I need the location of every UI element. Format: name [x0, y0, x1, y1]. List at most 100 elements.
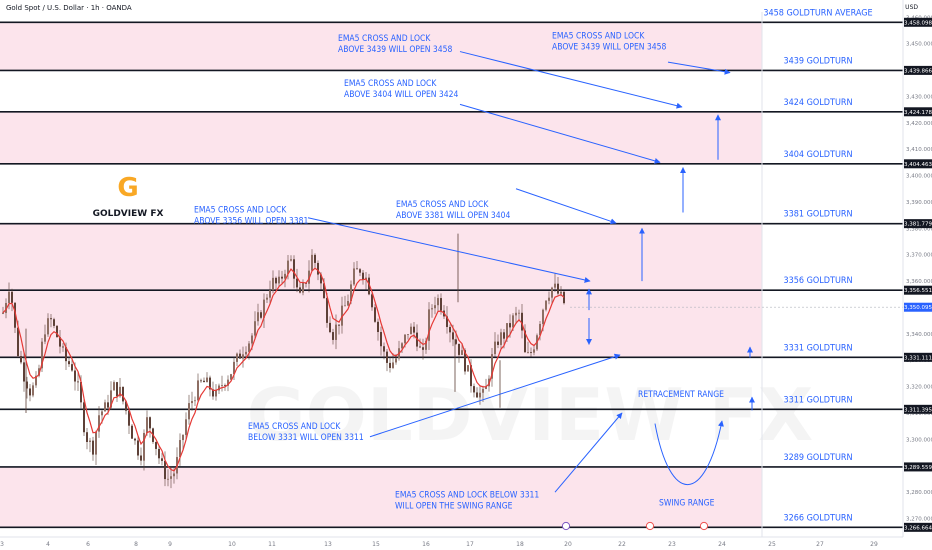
candle-body — [296, 278, 298, 288]
candle — [377, 318, 379, 341]
symbol-title: Gold Spot / U.S. Dollar · 1h · OANDA — [6, 4, 132, 12]
annotation-arrows — [307, 51, 755, 493]
candle-body — [494, 341, 496, 355]
candle-body — [482, 388, 484, 393]
candle-body — [119, 386, 121, 397]
candle — [515, 306, 517, 324]
candle-body — [62, 346, 64, 348]
annotation-2-line2: ABOVE 3404 WILL OPEN 3424 — [344, 90, 459, 100]
candle — [191, 391, 193, 411]
logo-text: GOLDVIEW FX — [93, 209, 164, 219]
goldview-logo: G GOLDVIEW FX — [93, 173, 164, 219]
candle-body — [32, 385, 34, 396]
annotation-0-line2: ABOVE 3439 WILL OPEN 3458 — [338, 45, 453, 55]
y-tick-12: 3,390.000 — [906, 200, 932, 206]
candle-body — [380, 332, 382, 347]
candle-body — [26, 381, 28, 389]
candle-body — [209, 377, 211, 390]
candle — [26, 376, 28, 399]
candle-body — [107, 402, 109, 408]
x-tick-2: 6 — [86, 541, 90, 548]
candle — [296, 268, 298, 293]
candle-body — [308, 270, 310, 284]
candle — [548, 291, 550, 305]
candle-body — [320, 274, 322, 284]
level-price-0: 3,458.098 — [904, 20, 932, 26]
x-tick-7: 13 — [324, 541, 332, 548]
candle — [77, 371, 79, 392]
candle-body — [329, 322, 331, 333]
candle — [155, 441, 157, 456]
candle — [494, 332, 496, 357]
candle-body — [155, 441, 157, 449]
candle-body — [35, 375, 37, 386]
candle — [68, 356, 70, 367]
candle — [125, 400, 127, 415]
candle — [62, 343, 64, 352]
y-tick-7: 3,340.000 — [906, 332, 932, 338]
candle — [533, 345, 535, 356]
candle-body — [20, 356, 22, 363]
candle-body — [347, 301, 349, 306]
candle-body — [74, 370, 76, 382]
candle-body — [113, 382, 115, 391]
candle-body — [140, 455, 142, 461]
candle — [530, 347, 532, 357]
annotation-7-line1: RETRACEMENT RANGE — [638, 390, 724, 400]
arrow-3439-right — [667, 61, 731, 75]
level-price-3: 3,404.463 — [904, 162, 932, 168]
level-name-9: 3266 GOLDTURN — [783, 513, 852, 523]
y-tick-1: 3,280.000 — [906, 490, 932, 496]
candle — [278, 270, 280, 287]
candle — [389, 356, 391, 373]
candle-body — [524, 330, 526, 353]
candle-body — [464, 350, 466, 372]
candle-body — [164, 460, 166, 480]
candle-body — [449, 327, 451, 333]
candle — [227, 375, 229, 392]
candle-body — [47, 318, 49, 335]
candle — [95, 430, 97, 466]
candle-body — [158, 448, 160, 459]
candle-body — [131, 425, 133, 439]
candle — [257, 303, 259, 326]
candle — [491, 347, 493, 387]
candle — [563, 291, 565, 305]
candle-body — [98, 415, 100, 432]
candle-body — [440, 298, 442, 311]
candle-body — [374, 307, 376, 322]
candle-body — [116, 382, 118, 397]
candle-body — [227, 379, 229, 386]
candle-body — [551, 287, 553, 298]
candle-body — [230, 374, 232, 380]
candle — [311, 249, 313, 272]
y-tick-3: 3,300.000 — [906, 437, 932, 443]
candle — [116, 381, 118, 402]
candle-body — [203, 380, 205, 383]
candle — [422, 338, 424, 360]
candle-body — [143, 432, 145, 461]
candle — [89, 437, 91, 453]
candle-body — [38, 368, 40, 376]
level-box-2 — [904, 107, 932, 117]
candle — [143, 429, 145, 471]
level-price-7: 3,311.395 — [904, 407, 932, 413]
x-tick-18: 29 — [870, 541, 878, 548]
candle-body — [389, 362, 391, 368]
candle-body — [134, 438, 136, 441]
candle-body — [5, 302, 7, 313]
candle-body — [299, 287, 301, 293]
y-tick-13: 3,400.000 — [906, 174, 932, 180]
candle-body — [533, 349, 535, 353]
arrow-3311 — [369, 353, 621, 438]
candle — [215, 384, 217, 401]
candle-body — [452, 332, 454, 340]
candle — [344, 295, 346, 307]
candle-body — [41, 341, 43, 369]
candle — [437, 294, 439, 312]
candle-body — [191, 401, 193, 404]
candle — [386, 348, 388, 372]
candle-body — [311, 254, 313, 271]
candle-body — [50, 318, 52, 320]
